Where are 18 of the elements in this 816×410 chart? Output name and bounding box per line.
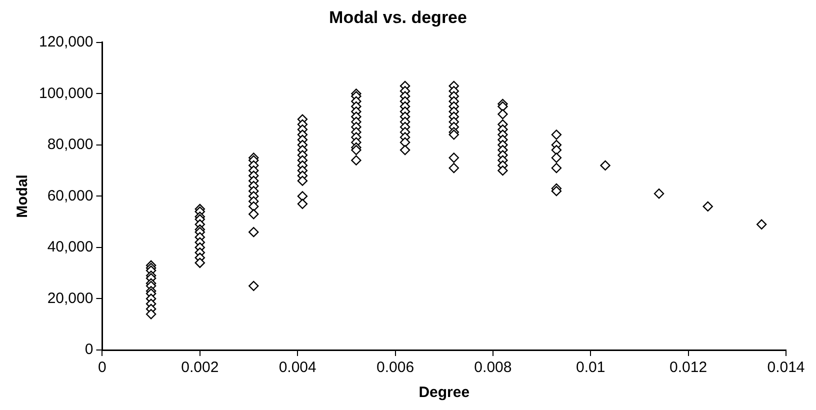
- y-tick-label: 40,000: [47, 238, 94, 256]
- y-axis-title: Modal: [14, 174, 32, 218]
- y-tick-label: 60,000: [47, 187, 94, 204]
- x-tick-label: 0.008: [474, 359, 512, 376]
- x-tick-label: 0.014: [767, 359, 805, 376]
- x-tick-label: 0.002: [181, 359, 219, 376]
- x-tick-label: 0.012: [670, 359, 708, 376]
- y-tick-label: 80,000: [47, 136, 94, 154]
- x-axis-title: Degree: [418, 384, 470, 402]
- x-tick-label: 0.006: [376, 359, 414, 376]
- x-tick-label: 0: [98, 359, 106, 376]
- y-tick-label: 0: [84, 341, 94, 358]
- chart-title: Modal vs. degree: [329, 8, 467, 27]
- x-tick-label: 0.01: [576, 359, 606, 376]
- y-tick-label: 20,000: [47, 290, 94, 307]
- y-tick-label: 120,000: [38, 34, 94, 51]
- x-tick-label: 0.004: [278, 359, 316, 376]
- y-tick-label: 100,000: [38, 84, 94, 102]
